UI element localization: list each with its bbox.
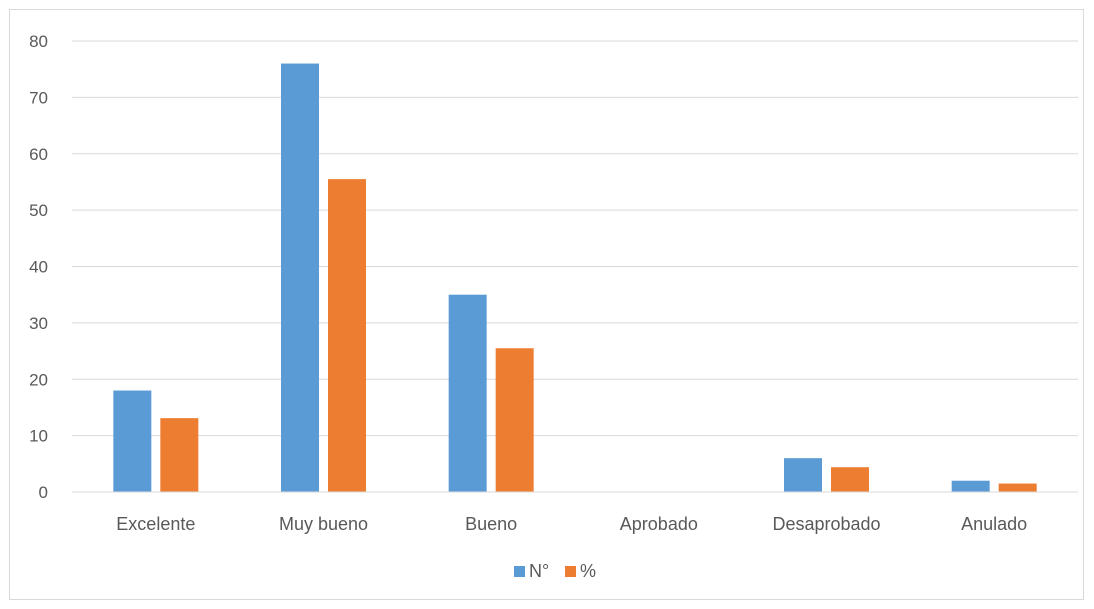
legend-label: % — [580, 561, 596, 581]
x-category-label: Anulado — [961, 514, 1027, 534]
legend-swatch — [514, 566, 525, 577]
x-category-label: Desaprobado — [772, 514, 880, 534]
bar — [495, 348, 534, 492]
bar — [113, 390, 152, 492]
y-tick-label: 10 — [29, 427, 48, 446]
x-category-label: Muy bueno — [279, 514, 368, 534]
bars — [113, 63, 1037, 493]
y-tick-label: 60 — [29, 145, 48, 164]
x-axis-category-labels: Excelente Muy bueno Bueno Aprobado Desaproba… — [116, 514, 1027, 534]
bar — [328, 179, 366, 492]
legend-label: N° — [529, 561, 549, 581]
y-tick-label: 40 — [29, 258, 48, 277]
y-tick-label: 0 — [39, 483, 48, 502]
y-tick-label: 50 — [29, 201, 48, 220]
bar — [951, 480, 990, 492]
x-category-label: Excelente — [116, 514, 195, 534]
bar — [281, 63, 319, 493]
x-category-label: Aprobado — [620, 514, 698, 534]
bar — [160, 418, 199, 492]
x-category-label: Bueno — [465, 514, 517, 534]
bar — [784, 458, 822, 492]
bar — [448, 294, 487, 492]
gridlines — [72, 40, 1078, 437]
legend-swatch — [565, 566, 576, 577]
bar — [998, 483, 1037, 492]
y-tick-label: 80 — [29, 32, 48, 51]
bar — [831, 467, 869, 492]
y-tick-label: 30 — [29, 314, 48, 333]
chart-area — [9, 9, 1084, 600]
y-tick-label: 20 — [29, 370, 48, 389]
y-tick-label: 70 — [29, 88, 48, 107]
y-axis-tick-labels: 0 10 20 30 40 50 60 70 80 — [29, 32, 48, 502]
legend: N°% — [514, 561, 596, 581]
